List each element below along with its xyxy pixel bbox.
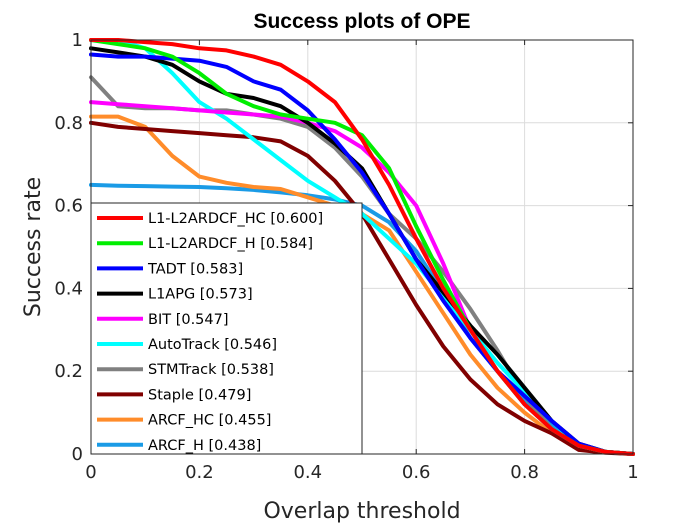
x-axis-label: Overlap threshold xyxy=(263,499,460,524)
legend-entry-label: ARCF_H [0.438] xyxy=(148,438,261,454)
legend-entry-label: L1APG [0.573] xyxy=(148,287,253,303)
axis-ticks: 0 0.2 0.4 0.6 0.8 1 0 0.2 0.4 0.6 0.8 1 xyxy=(54,30,638,483)
legend-entry-label: AutoTrack [0.546] xyxy=(148,337,277,353)
y-tick-label: 0 xyxy=(72,444,83,465)
y-tick-label: 0.2 xyxy=(54,361,83,382)
x-tick-label: 0.2 xyxy=(185,462,214,483)
legend-entry-label: STMTrack [0.538] xyxy=(148,362,274,378)
legend: L1-L2ARDCF_HC [0.600] L1-L2ARDCF_H [0.584… xyxy=(90,202,363,455)
legend-entry-label: BIT [0.547] xyxy=(148,312,229,328)
y-tick-label: 0.6 xyxy=(54,196,83,217)
legend-entry-label: TADT [0.583] xyxy=(147,261,243,277)
x-tick-label: 0.8 xyxy=(510,462,539,483)
series-line xyxy=(89,52,635,456)
x-tick-label: 0 xyxy=(85,462,96,483)
legend-entry-label: Staple [0.479] xyxy=(148,387,251,403)
y-tick-label: 0.8 xyxy=(54,113,83,134)
x-tick-label: 1 xyxy=(627,462,638,483)
series-lines xyxy=(89,38,635,456)
y-tick-label: 1 xyxy=(72,30,83,51)
y-axis-label: Success rate xyxy=(21,177,46,317)
x-tick-label: 0.4 xyxy=(293,462,322,483)
chart-title: Success plots of OPE xyxy=(253,10,470,33)
legend-entry-label: L1-L2ARDCF_H [0.584] xyxy=(148,236,313,252)
legend-entry-label: ARCF_HC [0.455] xyxy=(148,413,271,429)
series-line xyxy=(89,46,635,456)
series-line xyxy=(89,38,635,456)
x-tick-label: 0.6 xyxy=(402,462,431,483)
y-tick-label: 0.4 xyxy=(54,278,83,299)
legend-entry-label: L1-L2ARDCF_HC [0.600] xyxy=(148,211,323,227)
